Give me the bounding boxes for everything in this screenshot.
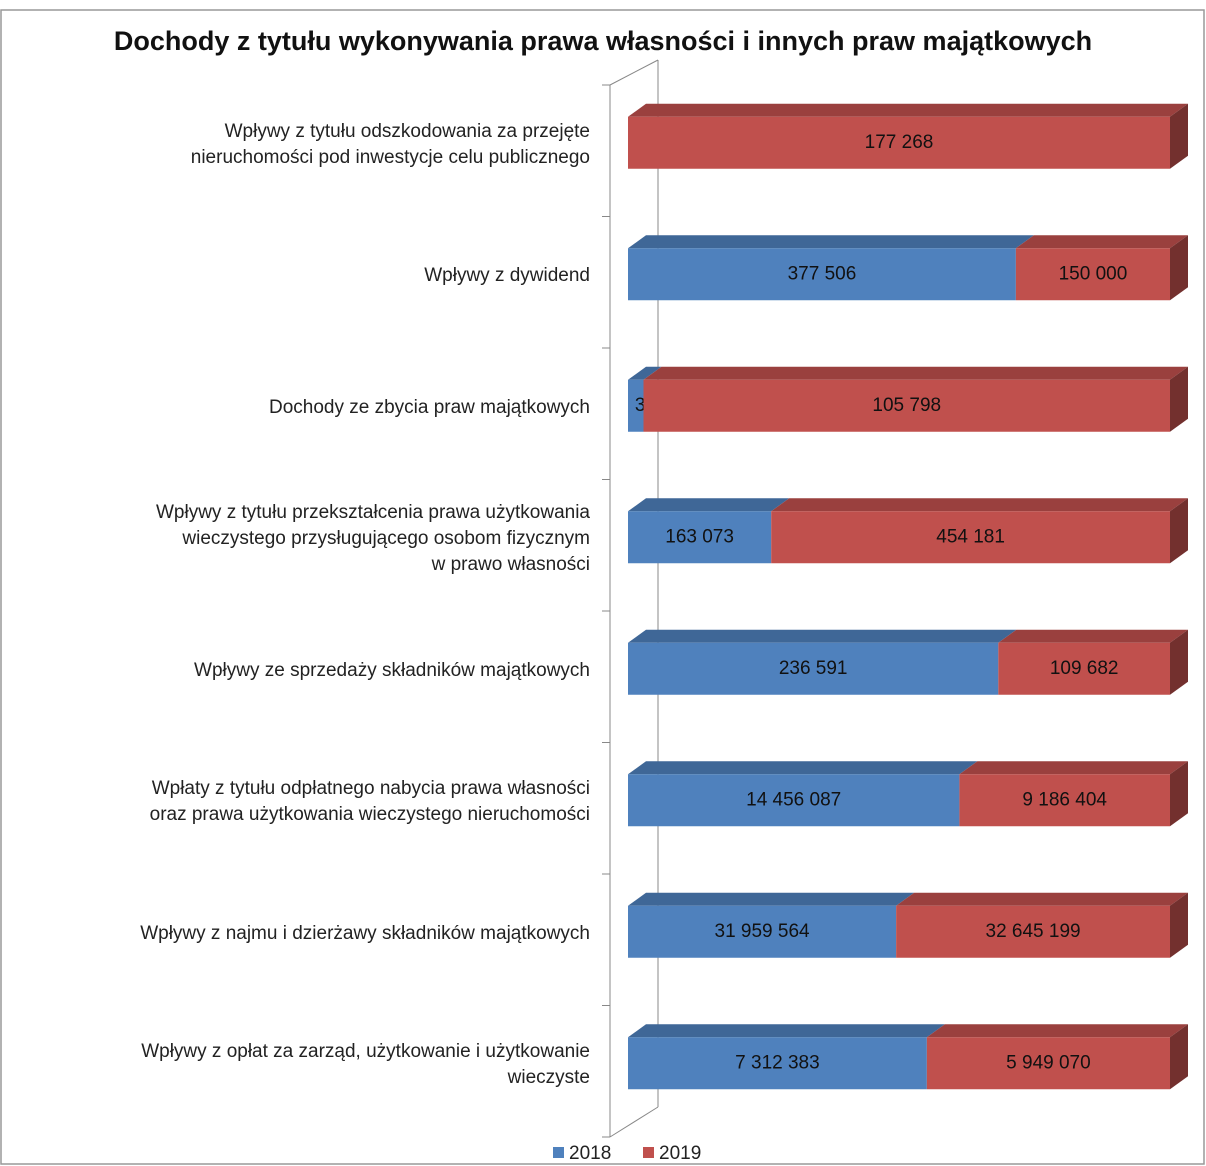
bar-top bbox=[771, 498, 1188, 512]
bar-side bbox=[1170, 103, 1188, 169]
value-label: 9 186 404 bbox=[1022, 789, 1107, 810]
chart-title: Dochody z tytułu wykonywania prawa własn… bbox=[113, 26, 1093, 56]
legend-swatch bbox=[643, 1147, 654, 1158]
bar-top bbox=[628, 1024, 945, 1038]
value-label: 14 456 087 bbox=[746, 789, 841, 810]
category-label: Wpływy ze sprzedaży składników majątkowy… bbox=[194, 659, 590, 681]
bar bbox=[643, 379, 1170, 432]
bar bbox=[628, 905, 897, 958]
category-label: Wpłaty z tytułu odpłatnego nabycia prawa… bbox=[149, 778, 590, 826]
bar-top bbox=[628, 892, 915, 906]
category-label: Wpływy z opłat za zarząd, użytkowanie i … bbox=[141, 1041, 590, 1089]
bar-top bbox=[628, 103, 1188, 117]
category-label: Wpływy z tytułu przekształcenia prawa uż… bbox=[155, 502, 590, 576]
value-label: 105 798 bbox=[872, 395, 941, 416]
value-label: 109 682 bbox=[1050, 658, 1119, 679]
legend-label: 2018 bbox=[569, 1143, 611, 1164]
bar-top bbox=[628, 629, 1017, 643]
legend-label: 2019 bbox=[659, 1143, 701, 1164]
bar-top bbox=[959, 761, 1188, 775]
bar-side bbox=[1170, 366, 1188, 432]
bar-top bbox=[628, 761, 978, 775]
bar bbox=[628, 774, 960, 827]
bar bbox=[628, 642, 999, 695]
bar-top bbox=[926, 1024, 1188, 1038]
value-label: 236 591 bbox=[779, 658, 848, 679]
bar bbox=[1015, 248, 1170, 301]
bar bbox=[998, 642, 1170, 695]
bar-side bbox=[1170, 498, 1188, 564]
value-label: 163 073 bbox=[665, 526, 734, 547]
bar-side bbox=[1170, 629, 1188, 695]
bar-top bbox=[998, 629, 1188, 643]
legend-swatch bbox=[553, 1147, 564, 1158]
bar-top bbox=[628, 235, 1034, 249]
value-label: 31 959 564 bbox=[715, 921, 811, 942]
bar-side bbox=[1170, 1024, 1188, 1090]
bar bbox=[628, 248, 1016, 301]
value-label: 5 949 070 bbox=[1006, 1052, 1091, 1073]
bar-top bbox=[643, 366, 1188, 380]
bar-top bbox=[1015, 235, 1188, 249]
axis-wall-bottom bbox=[609, 1106, 659, 1138]
category-label: Wpływy z dywidend bbox=[424, 265, 590, 287]
bar bbox=[628, 1037, 927, 1090]
bar-top bbox=[896, 892, 1188, 906]
value-label: 150 000 bbox=[1059, 263, 1128, 284]
frame bbox=[0, 9, 1205, 1165]
bar-top bbox=[628, 498, 790, 512]
category-label: Wpływy z tytułu odszkodowania za przejęt… bbox=[190, 120, 590, 168]
category-label: Dochody ze zbycia praw majątkowych bbox=[268, 396, 590, 418]
bar bbox=[628, 511, 772, 564]
value-label: 32 645 199 bbox=[986, 921, 1081, 942]
value-label: 177 268 bbox=[865, 132, 934, 153]
category-label: Wpływy z najmu i dzierżawy składników ma… bbox=[140, 922, 590, 944]
bar bbox=[896, 905, 1170, 958]
bar-side bbox=[1170, 235, 1188, 301]
bar-side bbox=[1170, 892, 1188, 958]
bar bbox=[771, 511, 1170, 564]
axis-wall-top bbox=[609, 59, 659, 86]
bar-side bbox=[1170, 761, 1188, 827]
bar bbox=[628, 116, 1170, 169]
bar-top bbox=[628, 366, 662, 380]
value-label: 454 181 bbox=[936, 526, 1005, 547]
bar bbox=[628, 379, 644, 432]
bar bbox=[959, 774, 1170, 827]
value-label: 377 506 bbox=[788, 263, 857, 284]
value-label: 7 312 383 bbox=[735, 1052, 820, 1073]
bar bbox=[926, 1037, 1170, 1090]
